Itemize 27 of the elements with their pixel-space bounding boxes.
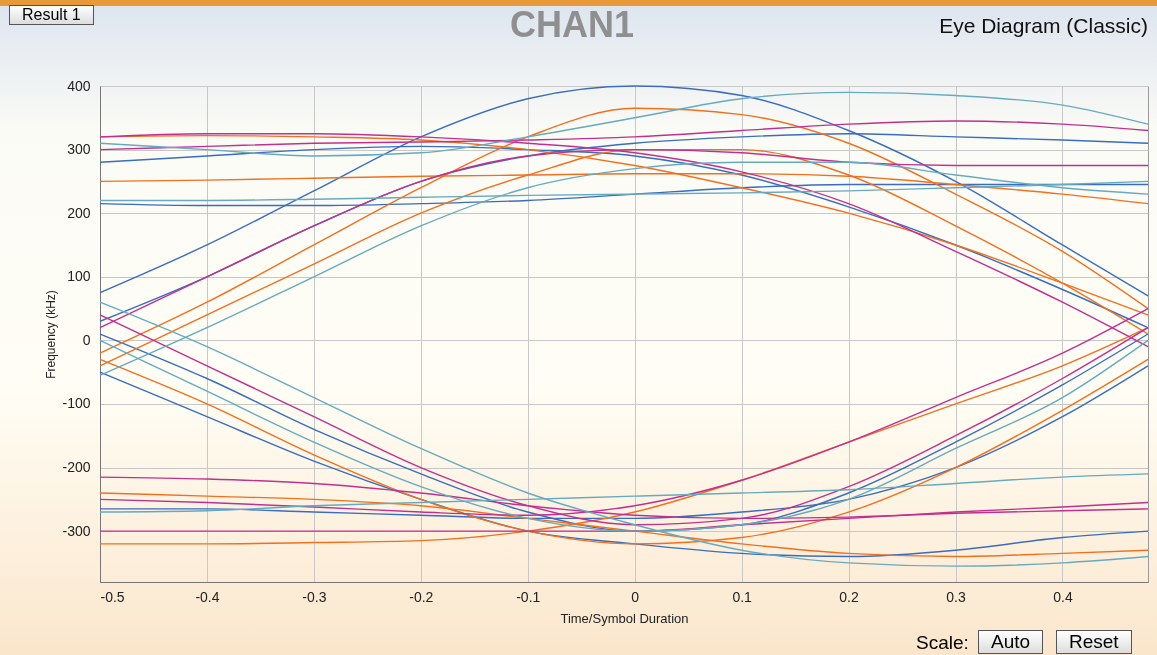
- text: Scale:: [916, 632, 969, 654]
- x-tick-label: 0.2: [839, 588, 860, 605]
- x-tick-label: -0.4: [195, 588, 220, 605]
- x-tick-label: 0.4: [1053, 588, 1073, 605]
- y-tick-label: 0: [82, 331, 91, 348]
- x-tick-label: 0.1: [732, 588, 753, 605]
- line-series: [99, 91, 1149, 157]
- y-tick-label: 100: [67, 268, 91, 285]
- x-tick-label: -0.1: [516, 588, 541, 605]
- x-axis-title: Time/Symbol Duration: [560, 610, 689, 626]
- y-tick-label: -300: [62, 522, 91, 539]
- x-tick-label: -0.3: [302, 588, 327, 605]
- y-tick-label: 300: [67, 141, 91, 158]
- y-tick-label: -200: [62, 459, 91, 476]
- chart-title: Eye Diagram (Classic): [939, 14, 1148, 37]
- text: Result 1: [9, 5, 94, 25]
- y-tick-label: 200: [67, 204, 91, 221]
- y-tick-label: -100: [62, 395, 91, 412]
- text: Reset: [1056, 630, 1132, 654]
- x-tick-label: -0.5: [100, 588, 125, 605]
- x-tick-label: 0: [631, 588, 640, 605]
- y-axis-title: Frequency (kHz): [44, 290, 59, 379]
- y-tick-label: 400: [67, 77, 91, 94]
- text: Auto: [978, 630, 1044, 654]
- x-tick-label: 0.3: [946, 588, 966, 605]
- text: CHAN1: [510, 4, 635, 46]
- x-tick-label: -0.2: [409, 588, 434, 605]
